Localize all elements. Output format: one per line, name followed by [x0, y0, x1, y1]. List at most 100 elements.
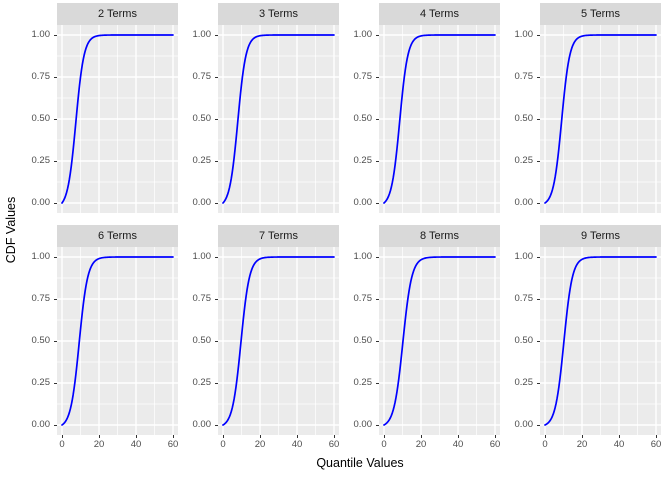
x-tick-mark — [62, 435, 63, 438]
x-tick-mark — [421, 435, 422, 438]
y-tick-label: 0.00 — [514, 419, 534, 430]
facet-cell: 3 Terms 1.00 0.75 0.50 0.25 0.00 — [183, 3, 339, 213]
plot-panel — [540, 25, 661, 213]
plot-panel — [379, 247, 500, 435]
facet-body: 1.00 0.75 0.50 0.25 0.00 — [505, 25, 661, 213]
facet-strip-label: 5 Terms — [581, 8, 620, 20]
y-tick-label: 0.75 — [31, 71, 51, 82]
y-tick-label: 0.25 — [31, 377, 51, 388]
cdf-curve-plot — [540, 25, 661, 213]
plot-panel — [540, 247, 661, 435]
x-tick-mark — [495, 435, 496, 438]
cdf-curve-plot — [379, 247, 500, 435]
cdf-curve-plot — [540, 247, 661, 435]
y-tick-label: 0.25 — [192, 377, 212, 388]
facet-body: 1.00 0.75 0.50 0.25 0.00 — [183, 247, 339, 435]
y-tick-mark — [215, 35, 218, 36]
y-tick-mark — [54, 425, 57, 426]
facet-strip: 6 Terms — [57, 225, 178, 247]
y-axis: 1.00 0.75 0.50 0.25 0.00 — [22, 247, 57, 435]
y-tick-label: 0.50 — [514, 335, 534, 346]
y-tick-mark — [215, 161, 218, 162]
x-tick-mark — [545, 435, 546, 438]
y-tick-label: 0.75 — [31, 293, 51, 304]
y-tick-mark — [376, 77, 379, 78]
x-tick-mark — [582, 435, 583, 438]
cdf-curve-plot — [379, 25, 500, 213]
x-tick-mark — [99, 435, 100, 438]
x-tick-mark — [656, 435, 657, 438]
y-tick-mark — [537, 161, 540, 162]
x-tick-label: 60 — [650, 439, 662, 450]
y-tick-mark — [54, 119, 57, 120]
cdf-curve-plot — [218, 25, 339, 213]
x-tick-mark — [458, 435, 459, 438]
y-tick-mark — [376, 383, 379, 384]
facets-grid: 2 Terms 1.00 0.75 0.50 0.25 0.00 3 Terms 1.0… — [22, 3, 661, 455]
x-tick-mark — [260, 435, 261, 438]
y-tick-label: 1.00 — [192, 29, 212, 40]
x-axis: 0 20 40 60 — [540, 435, 661, 455]
facet-strip: 4 Terms — [379, 3, 500, 25]
x-tick-label: 20 — [576, 439, 588, 450]
facet-strip-label: 9 Terms — [581, 230, 620, 242]
y-tick-label: 0.00 — [192, 419, 212, 430]
facet-strip: 8 Terms — [379, 225, 500, 247]
plot-panel — [218, 247, 339, 435]
y-tick-label: 0.50 — [353, 113, 373, 124]
y-tick-label: 0.75 — [514, 71, 534, 82]
y-tick-mark — [215, 257, 218, 258]
y-tick-mark — [54, 203, 57, 204]
y-tick-mark — [537, 203, 540, 204]
facet-cell: 6 Terms 1.00 0.75 0.50 0.25 0.00 0 20 40 60 — [22, 225, 178, 455]
y-tick-label: 1.00 — [31, 29, 51, 40]
facet-body: 1.00 0.75 0.50 0.25 0.00 — [22, 247, 178, 435]
y-tick-label: 0.75 — [514, 293, 534, 304]
y-axis: 1.00 0.75 0.50 0.25 0.00 — [505, 247, 540, 435]
facet-cell: 8 Terms 1.00 0.75 0.50 0.25 0.00 0 20 40 60 — [344, 225, 500, 455]
plot-panel — [218, 25, 339, 213]
y-tick-label: 0.00 — [514, 197, 534, 208]
y-tick-mark — [376, 257, 379, 258]
y-tick-label: 0.50 — [192, 335, 212, 346]
y-tick-label: 0.50 — [31, 113, 51, 124]
y-tick-mark — [537, 119, 540, 120]
y-axis: 1.00 0.75 0.50 0.25 0.00 — [344, 25, 379, 213]
y-tick-mark — [376, 203, 379, 204]
y-axis: 1.00 0.75 0.50 0.25 0.00 — [183, 247, 218, 435]
facet-strip-label: 8 Terms — [420, 230, 459, 242]
x-tick-mark — [334, 435, 335, 438]
y-tick-mark — [537, 383, 540, 384]
y-tick-label: 0.50 — [353, 335, 373, 346]
x-tick-label: 0 — [220, 439, 226, 450]
y-tick-mark — [215, 203, 218, 204]
y-tick-mark — [54, 161, 57, 162]
x-tick-label: 60 — [328, 439, 340, 450]
y-tick-mark — [54, 77, 57, 78]
y-tick-mark — [537, 77, 540, 78]
y-tick-label: 1.00 — [192, 251, 212, 262]
x-tick-label: 40 — [291, 439, 303, 450]
x-axis-title: Quantile Values — [316, 456, 404, 470]
y-tick-mark — [537, 299, 540, 300]
y-tick-label: 0.75 — [192, 293, 212, 304]
y-tick-label: 1.00 — [353, 29, 373, 40]
y-tick-label: 0.00 — [353, 197, 373, 208]
x-tick-mark — [297, 435, 298, 438]
y-tick-label: 0.00 — [31, 197, 51, 208]
y-tick-mark — [54, 35, 57, 36]
y-tick-label: 0.50 — [514, 113, 534, 124]
y-axis: 1.00 0.75 0.50 0.25 0.00 — [22, 25, 57, 213]
x-tick-label: 0 — [59, 439, 65, 450]
facet-strip: 2 Terms — [57, 3, 178, 25]
y-tick-mark — [537, 341, 540, 342]
y-tick-mark — [376, 161, 379, 162]
facet-body: 1.00 0.75 0.50 0.25 0.00 — [183, 25, 339, 213]
x-tick-label: 20 — [93, 439, 105, 450]
cdf-curve-plot — [57, 25, 178, 213]
y-axis: 1.00 0.75 0.50 0.25 0.00 — [183, 25, 218, 213]
x-axis: 0 20 40 60 — [379, 435, 500, 455]
y-tick-mark — [215, 77, 218, 78]
y-tick-label: 0.25 — [353, 155, 373, 166]
